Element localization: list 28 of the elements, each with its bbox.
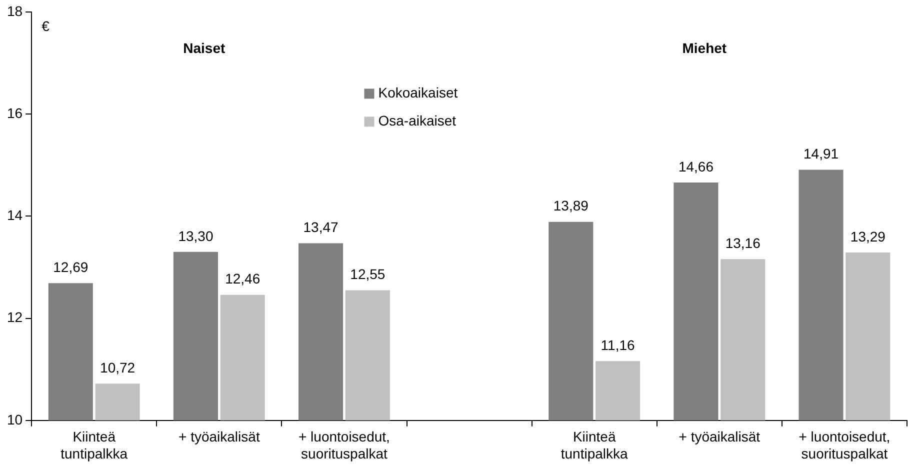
- data-label: 14,91: [803, 146, 839, 162]
- legend-label: Osa-aikaiset: [378, 112, 456, 129]
- data-label: 13,16: [725, 234, 761, 251]
- y-tick-label: 18: [6, 2, 23, 19]
- x-tick-label: + työaikalisät: [178, 428, 260, 445]
- x-tick-label: Kiinteä tuntipalkka: [560, 428, 628, 462]
- data-label: 12,46: [225, 270, 260, 287]
- data-label: 13,47: [303, 219, 338, 236]
- y-tick-label: 16: [6, 104, 23, 121]
- y-tick-label: 14: [6, 207, 23, 224]
- y-tick-label: 12: [6, 309, 23, 326]
- x-tick-label: + luontoisedut, suorituspalkat: [798, 428, 890, 462]
- y-axis-title: €: [42, 18, 50, 34]
- data-label: 13,29: [850, 228, 886, 244]
- x-tick-label: + työaikalisät: [678, 428, 760, 445]
- y-tick-label: 10: [6, 411, 23, 428]
- legend-label: Kokoaikaiset: [378, 84, 458, 101]
- data-label: 14,66: [678, 158, 714, 174]
- data-label: 13,89: [553, 198, 589, 214]
- data-label: 12,69: [53, 258, 88, 275]
- data-label: 11,16: [600, 337, 636, 354]
- data-label: 13,30: [178, 228, 214, 244]
- data-label: 10,72: [100, 360, 136, 376]
- annotation: Naiset: [183, 40, 226, 56]
- x-tick-label: + luontoisedut, suorituspalkat: [298, 428, 390, 462]
- x-tick-label: Kiinteä tuntipalkka: [60, 428, 128, 462]
- data-label: 12,55: [350, 266, 386, 282]
- annotation: Miehet: [682, 40, 727, 56]
